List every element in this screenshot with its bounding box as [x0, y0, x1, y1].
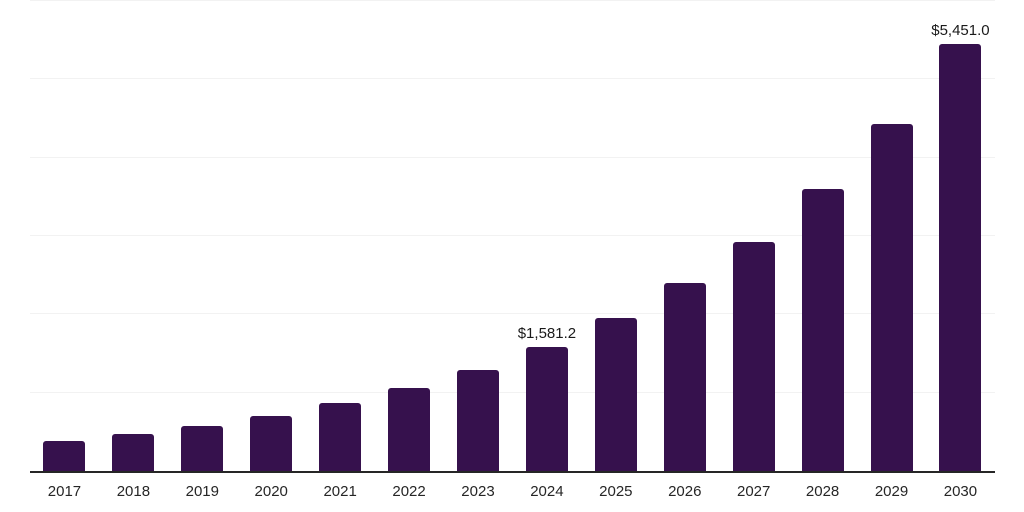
x-tick-2026: 2026: [668, 483, 702, 500]
x-axis-labels: 2017 2018 2019 2020 2021 2022 2023 2024 2025 2026…: [30, 483, 995, 501]
x-tick-2017: 2017: [47, 483, 82, 500]
bar-band-2019: [168, 1, 237, 471]
bar-band-2017: [30, 1, 99, 471]
x-tick-2019: 2019: [185, 483, 219, 500]
bar-2017: [43, 440, 86, 471]
bar-band-2024: $1,581.2: [512, 1, 581, 471]
bar-2025: [594, 318, 637, 471]
gridline-3000: [30, 235, 995, 236]
value-label-2024: $1,581.2: [517, 325, 577, 343]
bar-2024: [525, 347, 568, 471]
bar-band-2028: [788, 1, 857, 471]
bar-2022: [388, 387, 431, 471]
bar-band-2020: [237, 1, 306, 471]
gridlines: [30, 0, 995, 471]
bar-band-2027: [719, 1, 788, 471]
x-tick-2021: 2021: [323, 483, 357, 500]
bars-layer: $1,581.2 $5,451.0: [30, 1, 995, 471]
bar-2021: [319, 402, 362, 471]
x-tick-2027: 2027: [736, 483, 771, 500]
gridline-2000: [30, 313, 995, 315]
x-tick-2030: 2030: [943, 483, 978, 500]
x-tick-2023: 2023: [461, 483, 495, 500]
x-axis-line: [30, 471, 995, 473]
bar-band-2023: [444, 1, 513, 471]
bar-band-2018: [99, 1, 168, 471]
x-tick-2028: 2028: [805, 483, 840, 500]
bar-band-2026: [650, 1, 719, 471]
x-tick-2018: 2018: [116, 483, 151, 500]
bar-2027: [732, 242, 775, 471]
bar-2028: [801, 189, 844, 471]
bar-chart: $1,581.2 $5,451.0 2017 2018 2019 2020 2021 202…: [30, 0, 995, 501]
x-tick-2020: 2020: [254, 483, 288, 500]
bar-2026: [663, 283, 706, 471]
bar-2029: [870, 124, 913, 471]
x-tick-2022: 2022: [392, 483, 426, 500]
bar-band-2029: [857, 1, 926, 471]
value-label-2030: $5,451.0: [931, 22, 990, 40]
gridline-6000: [30, 0, 995, 1]
bar-band-2022: [375, 1, 444, 471]
bar-band-2021: [306, 1, 375, 471]
gridline-1000: [30, 391, 995, 393]
x-tick-2029: 2029: [874, 483, 909, 500]
bar-2020: [250, 415, 293, 471]
bar-2023: [456, 370, 499, 471]
bar-band-2025: [581, 1, 650, 471]
bar-2030: [939, 44, 982, 471]
gridline-5000: [30, 78, 995, 80]
bar-2019: [181, 426, 224, 471]
bar-2018: [112, 434, 155, 471]
x-tick-2024: 2024: [530, 483, 564, 500]
x-tick-2025: 2025: [599, 483, 633, 500]
plot-area: $1,581.2 $5,451.0: [30, 0, 995, 471]
gridline-4000: [30, 156, 995, 158]
bar-band-2030: $5,451.0: [926, 1, 995, 471]
